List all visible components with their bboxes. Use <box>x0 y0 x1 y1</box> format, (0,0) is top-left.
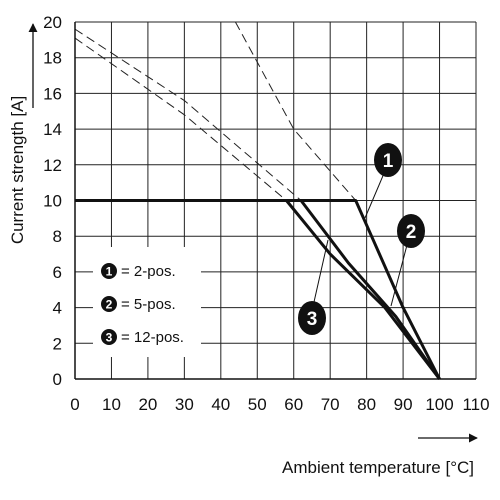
legend-item-1: 1 = 2-pos. <box>101 263 176 280</box>
y-tick-label: 14 <box>43 120 62 139</box>
x-tick-label: 40 <box>211 395 230 414</box>
y-axis-title: Current strength [A] <box>8 96 27 244</box>
x-tick-label: 20 <box>138 395 157 414</box>
curve-marker-3-badge <box>298 301 326 335</box>
axes <box>74 22 476 380</box>
y-tick-label: 12 <box>43 156 62 175</box>
legend-label-1: = 2-pos. <box>121 263 176 280</box>
x-tick-label: 30 <box>175 395 194 414</box>
y-tick-label: 8 <box>53 227 62 246</box>
y-tick-label: 2 <box>53 334 62 353</box>
curve-marker-3-label: 3 <box>307 309 318 330</box>
legend-marker-1-label: 1 <box>106 265 113 279</box>
curve-marker-2-label: 2 <box>406 222 417 243</box>
series-layer <box>74 21 441 380</box>
curve-marker-3-leader <box>313 239 329 303</box>
x-tick-label: 80 <box>357 395 376 414</box>
curve-marker-1-leader <box>364 170 386 219</box>
series-2-dashed-line <box>74 28 302 201</box>
curve-marker-1-label: 1 <box>383 151 394 172</box>
y-tick-label: 6 <box>53 263 62 282</box>
legend-item-3: 3 = 12-pos. <box>101 329 184 346</box>
x-tick-label: 10 <box>102 395 121 414</box>
x-tick-label: 0 <box>70 395 79 414</box>
legend: 1 = 2-pos. 2 = 5-pos. 3 = 12-pos. <box>93 247 201 357</box>
curve-marker-2-leader <box>390 244 408 307</box>
y-axis-title-group: Current strength [A] <box>8 23 38 244</box>
x-tick-label: 70 <box>321 395 340 414</box>
x-tick-label: 60 <box>284 395 303 414</box>
tick-labels: 0 10 20 30 40 50 60 70 80 90 100 110024681012141618… <box>43 13 489 414</box>
y-tick-label: 16 <box>43 84 62 103</box>
y-tick-label: 10 <box>43 192 62 211</box>
curve-marker-1: 1 <box>364 143 402 219</box>
series-3-line <box>75 199 441 380</box>
legend-marker-2 <box>101 296 117 312</box>
legend-marker-1 <box>101 263 117 279</box>
x-tick-label: 50 <box>248 395 267 414</box>
legend-marker-3 <box>101 329 117 345</box>
y-tick-label: 0 <box>53 370 62 389</box>
curve-marker-3: 3 <box>298 239 329 335</box>
y-tick-label: 20 <box>43 13 62 32</box>
y-tick-label: 18 <box>43 49 62 68</box>
x-tick-label: 110 <box>462 395 489 414</box>
curve-marker-1-badge <box>374 143 402 177</box>
series-1-dashed-line <box>234 21 357 201</box>
curve-marker-2: 2 <box>390 214 425 307</box>
x-tick-label: 90 <box>394 395 413 414</box>
curve-marker-2-badge <box>397 214 425 248</box>
legend-label-2: = 5-pos. <box>121 296 176 313</box>
x-tick-label: 100 <box>425 395 453 414</box>
legend-label-3: = 12-pos. <box>121 329 184 346</box>
series-3-dashed-line <box>74 37 287 201</box>
y-tick-label: 4 <box>53 299 62 318</box>
legend-item-2: 2 = 5-pos. <box>101 296 176 313</box>
x-axis-title-group: Ambient temperature [°C] <box>282 433 478 477</box>
legend-marker-2-label: 2 <box>106 298 113 312</box>
x-axis-title: Ambient temperature [°C] <box>282 458 474 477</box>
legend-marker-3-label: 3 <box>106 331 113 345</box>
